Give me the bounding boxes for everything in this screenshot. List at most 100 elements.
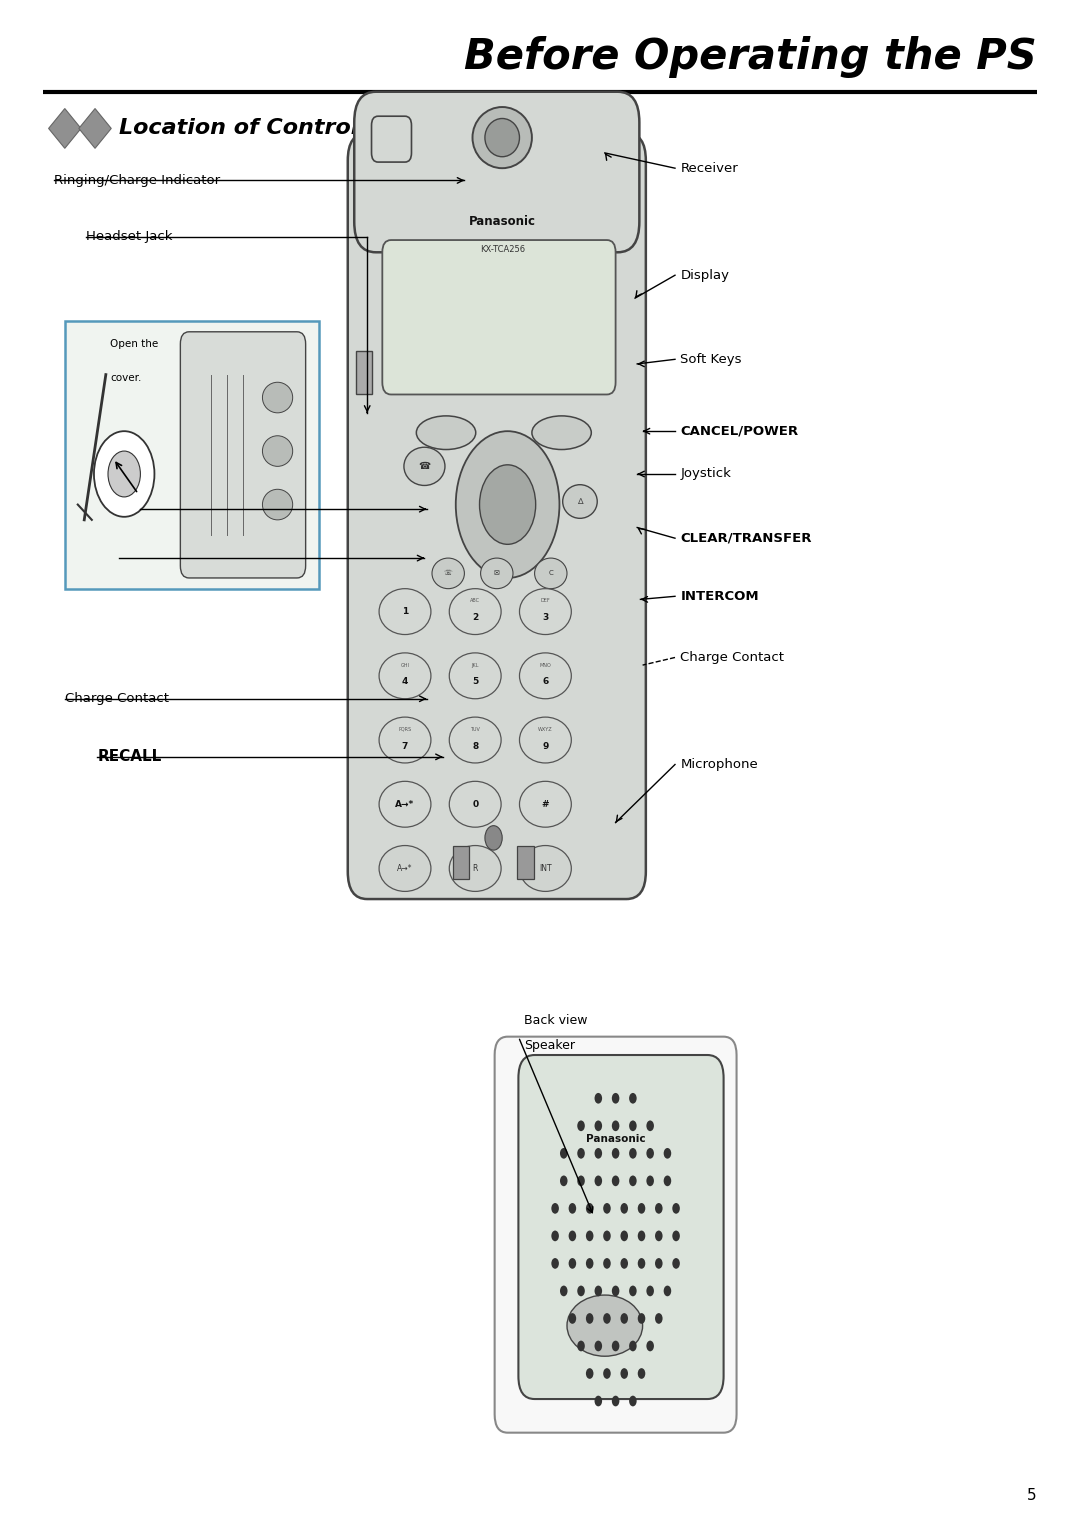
Ellipse shape: [262, 489, 293, 520]
Circle shape: [637, 1231, 645, 1242]
Circle shape: [480, 465, 536, 544]
Bar: [517, 846, 534, 879]
Ellipse shape: [379, 717, 431, 763]
Circle shape: [611, 1341, 619, 1352]
Text: MESSAGE: MESSAGE: [119, 550, 200, 566]
Text: WXYZ: WXYZ: [538, 726, 553, 732]
Text: 1: 1: [402, 607, 408, 616]
Polygon shape: [79, 109, 111, 148]
Circle shape: [663, 1176, 671, 1187]
Circle shape: [637, 1368, 646, 1379]
Circle shape: [577, 1148, 585, 1159]
Circle shape: [603, 1313, 610, 1324]
Text: Open the: Open the: [110, 339, 159, 350]
FancyBboxPatch shape: [372, 116, 411, 162]
Circle shape: [594, 1286, 602, 1297]
Text: RECALL: RECALL: [97, 749, 161, 764]
Bar: [356, 352, 372, 394]
Circle shape: [646, 1121, 653, 1131]
Text: Back view: Back view: [524, 1014, 588, 1027]
Circle shape: [594, 1093, 602, 1104]
Circle shape: [585, 1313, 594, 1324]
Text: 7: 7: [402, 742, 408, 751]
FancyBboxPatch shape: [518, 1055, 724, 1399]
Text: ☏: ☏: [444, 570, 453, 576]
Text: CANCEL/POWER: CANCEL/POWER: [680, 425, 798, 437]
Circle shape: [603, 1231, 610, 1242]
Circle shape: [620, 1368, 629, 1379]
Circle shape: [551, 1258, 558, 1269]
Text: ∆: ∆: [577, 497, 583, 506]
Text: TUV: TUV: [470, 726, 481, 732]
Ellipse shape: [519, 846, 571, 891]
Circle shape: [629, 1121, 637, 1131]
Ellipse shape: [481, 558, 513, 589]
Circle shape: [672, 1258, 680, 1269]
Circle shape: [577, 1286, 585, 1297]
Text: MNO: MNO: [540, 662, 551, 668]
Circle shape: [611, 1093, 619, 1104]
Ellipse shape: [485, 118, 519, 156]
Circle shape: [654, 1258, 662, 1269]
Circle shape: [629, 1148, 636, 1159]
Circle shape: [629, 1176, 636, 1187]
Circle shape: [646, 1176, 653, 1187]
Ellipse shape: [262, 436, 293, 466]
Text: C: C: [549, 570, 553, 576]
Text: 0: 0: [472, 800, 478, 809]
Ellipse shape: [432, 558, 464, 589]
Ellipse shape: [449, 781, 501, 827]
Ellipse shape: [519, 589, 571, 635]
Text: 2: 2: [472, 613, 478, 622]
FancyBboxPatch shape: [382, 240, 616, 394]
Circle shape: [577, 1121, 585, 1131]
Text: 8: 8: [472, 742, 478, 751]
Text: Location of Controls: Location of Controls: [119, 118, 372, 139]
Ellipse shape: [379, 653, 431, 699]
Circle shape: [577, 1341, 585, 1352]
Ellipse shape: [449, 846, 501, 891]
Circle shape: [654, 1203, 662, 1214]
Circle shape: [559, 1176, 567, 1187]
Circle shape: [611, 1396, 619, 1407]
Ellipse shape: [519, 781, 571, 827]
Circle shape: [456, 431, 559, 578]
Circle shape: [646, 1148, 653, 1159]
Ellipse shape: [262, 382, 293, 413]
Text: 6: 6: [542, 677, 549, 687]
Circle shape: [551, 1203, 558, 1214]
Ellipse shape: [519, 717, 571, 763]
Text: CLEAR/TRANSFER: CLEAR/TRANSFER: [680, 532, 812, 544]
Text: DEF: DEF: [541, 598, 550, 604]
Text: ✉: ✉: [494, 570, 500, 576]
Circle shape: [629, 1093, 637, 1104]
Text: Joystick: Joystick: [680, 468, 731, 480]
Text: cover.: cover.: [110, 373, 141, 384]
FancyBboxPatch shape: [65, 321, 319, 589]
Text: 4: 4: [402, 677, 408, 687]
Circle shape: [629, 1286, 636, 1297]
Text: GHI: GHI: [401, 662, 409, 668]
Circle shape: [585, 1231, 594, 1242]
Ellipse shape: [379, 781, 431, 827]
Circle shape: [672, 1231, 680, 1242]
Circle shape: [637, 1313, 645, 1324]
Circle shape: [568, 1313, 576, 1324]
Circle shape: [585, 1258, 594, 1269]
Ellipse shape: [417, 416, 475, 450]
Circle shape: [559, 1286, 567, 1297]
Circle shape: [568, 1203, 576, 1214]
Circle shape: [585, 1368, 594, 1379]
Text: TALK: TALK: [140, 502, 183, 517]
Ellipse shape: [531, 416, 592, 450]
Circle shape: [654, 1313, 662, 1324]
Text: Charge Contact: Charge Contact: [65, 693, 168, 705]
Text: Microphone: Microphone: [680, 758, 758, 771]
Text: Soft Keys: Soft Keys: [680, 353, 742, 365]
Text: JKL: JKL: [472, 662, 478, 668]
Text: Ringing/Charge Indicator: Ringing/Charge Indicator: [54, 174, 220, 187]
Text: Panasonic: Panasonic: [469, 216, 536, 228]
Text: Display: Display: [680, 269, 729, 281]
Text: ☎: ☎: [418, 462, 431, 471]
Circle shape: [620, 1258, 627, 1269]
